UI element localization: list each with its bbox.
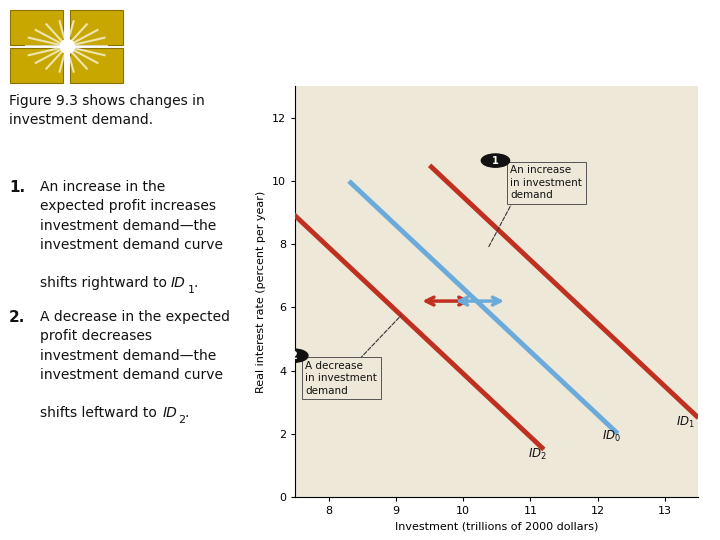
Text: $\mathit{ID}_1$: $\mathit{ID}_1$ <box>676 415 695 430</box>
Text: ID: ID <box>171 276 186 290</box>
Text: 2: 2 <box>179 415 186 425</box>
Text: 1: 1 <box>187 285 194 295</box>
Text: 2: 2 <box>290 350 297 361</box>
Text: ID: ID <box>162 406 177 420</box>
FancyBboxPatch shape <box>10 10 63 45</box>
Text: 2.: 2. <box>9 309 26 325</box>
Text: A decrease in the expected
profit decreases
investment demand—the
investment dem: A decrease in the expected profit decrea… <box>40 309 230 382</box>
FancyBboxPatch shape <box>71 10 123 45</box>
Text: 9.2 INVESTMENT, SAVING, AND INTEREST: 9.2 INVESTMENT, SAVING, AND INTEREST <box>146 43 518 58</box>
Circle shape <box>280 349 308 362</box>
Text: An increase
in investment
demand: An increase in investment demand <box>510 165 582 200</box>
Circle shape <box>482 154 510 167</box>
Text: $\mathit{ID}_0$: $\mathit{ID}_0$ <box>602 429 621 444</box>
Text: 1.: 1. <box>9 180 25 194</box>
Text: shifts rightward to: shifts rightward to <box>40 276 171 290</box>
Text: .: . <box>184 406 189 420</box>
Text: An increase in the
expected profit increases
investment demand—the
investment de: An increase in the expected profit incre… <box>40 180 223 252</box>
Text: 1: 1 <box>492 156 499 166</box>
FancyBboxPatch shape <box>71 48 123 83</box>
Text: .: . <box>193 276 197 290</box>
Text: Figure 9.3 shows changes in
investment demand.: Figure 9.3 shows changes in investment d… <box>9 94 205 127</box>
X-axis label: Investment (trillions of 2000 dollars): Investment (trillions of 2000 dollars) <box>395 522 598 531</box>
Text: $\mathit{ID}_2$: $\mathit{ID}_2$ <box>528 447 547 462</box>
Y-axis label: Real interest rate (percent per year): Real interest rate (percent per year) <box>256 191 266 393</box>
Text: A decrease
in investment
demand: A decrease in investment demand <box>305 361 377 396</box>
FancyBboxPatch shape <box>10 48 63 83</box>
Text: shifts leftward to: shifts leftward to <box>40 406 161 420</box>
